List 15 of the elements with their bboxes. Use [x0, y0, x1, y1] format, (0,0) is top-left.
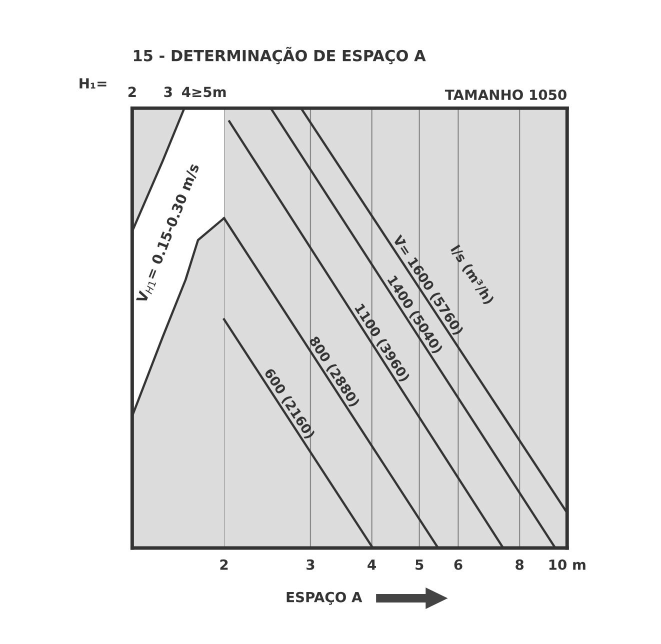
- x-tick-label: 8: [516, 559, 524, 570]
- x2-tick-label: 4≥5m: [182, 86, 226, 98]
- chart-subtitle: TAMANHO 1050: [444, 90, 566, 100]
- x2-tick-label: 3: [164, 86, 172, 98]
- x-tick-label: 6: [454, 559, 462, 570]
- x-tick-label: 10 m: [549, 559, 586, 570]
- x-tick-label: 2: [220, 559, 228, 570]
- x-axis-title: ESPAÇO A: [286, 592, 362, 605]
- x2-tick-label: 2: [128, 86, 136, 97]
- x-tick-label: 3: [306, 559, 314, 570]
- chart-title: 15 - DETERMINAÇÃO DE ESPAÇO A: [134, 46, 426, 64]
- x-tick-label: 4: [368, 560, 376, 570]
- x2-axis-title: H₁=: [80, 78, 106, 88]
- x-tick-label: 5: [416, 560, 424, 570]
- text: V$_{H1}$= 0.15-0.30 m/s: [136, 162, 202, 305]
